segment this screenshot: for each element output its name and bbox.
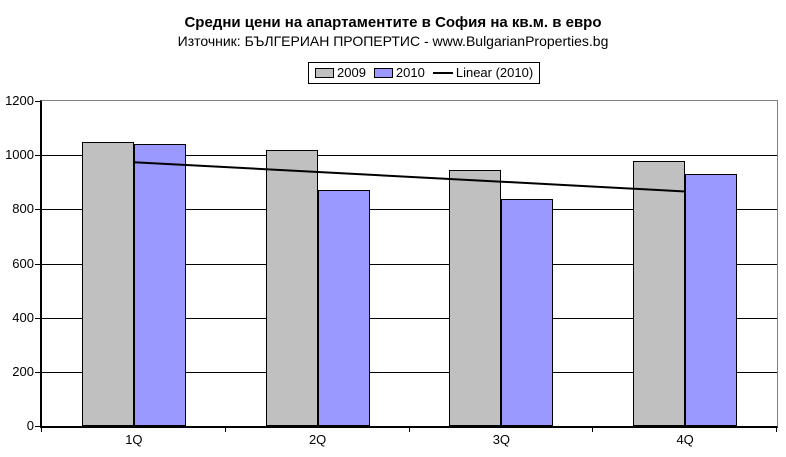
trendline: [133, 161, 686, 193]
gridline-600: [42, 264, 777, 265]
y-axis-tick-400: [35, 318, 40, 319]
y-axis-tick-200: [35, 372, 40, 373]
gridline-800: [42, 209, 777, 210]
gridline-400: [42, 318, 777, 319]
bar-2010-3Q: [501, 199, 553, 426]
x-axis-label-4Q: 4Q: [676, 432, 694, 447]
x-axis-tick-0: [41, 428, 42, 432]
legend-swatch-linear-icon: [432, 72, 453, 74]
gridline-200: [42, 372, 777, 373]
legend-item-2009: 2009: [315, 66, 366, 80]
y-axis-tick-1000: [35, 155, 40, 156]
y-axis-label-1200: 1200: [5, 93, 34, 108]
y-axis-label-800: 800: [12, 201, 34, 216]
x-axis-tick-3: [592, 428, 593, 432]
legend-item-2010: 2010: [373, 65, 425, 80]
y-axis-tick-800: [35, 209, 40, 210]
bar-2009-3Q: [449, 170, 501, 426]
gridline-1000: [42, 155, 777, 156]
y-axis-tick-0: [35, 426, 40, 427]
x-axis-tick-2: [409, 428, 410, 432]
legend-item-linear-2010: Linear (2010): [432, 65, 534, 80]
x-axis-tick-1: [225, 428, 226, 432]
x-axis-label-3Q: 3Q: [492, 432, 511, 447]
bar-2009-1Q: [82, 142, 134, 426]
legend: 2009 2010 Linear (2010): [308, 62, 541, 84]
chart-subtitle: Източник: БЪЛГЕРИАН ПРОПЕРТИС - www.Bulg…: [177, 33, 609, 49]
chart-title: Средни цени на апартаментите в София на …: [184, 14, 602, 31]
legend-swatch-2009-icon: [315, 68, 334, 78]
bar-2009-4Q: [633, 161, 685, 426]
legend-label-2009: 2009: [337, 65, 366, 80]
y-axis-label-1000: 1000: [5, 147, 34, 162]
y-axis-tick-600: [35, 264, 40, 265]
y-axis-tick-1200: [35, 101, 40, 102]
y-axis-label-400: 400: [12, 310, 34, 325]
y-axis-label-600: 600: [12, 256, 34, 271]
y-axis-label-200: 200: [12, 364, 34, 379]
x-axis-label-1Q: 1Q: [125, 432, 143, 447]
plot-area: [40, 100, 778, 428]
bar-2009-2Q: [266, 150, 318, 426]
bar-2010-2Q: [318, 190, 370, 426]
x-axis-label-2Q: 2Q: [308, 432, 327, 447]
legend-label-2010: 2010: [395, 65, 425, 80]
y-axis-label-0: 0: [26, 418, 34, 433]
bar-2010-1Q: [134, 144, 186, 426]
bar-2010-4Q: [685, 174, 737, 426]
legend-label-linear-2010: Linear (2010): [455, 65, 534, 80]
x-axis-tick-4: [776, 428, 777, 432]
legend-swatch-2010-icon: [373, 68, 393, 78]
